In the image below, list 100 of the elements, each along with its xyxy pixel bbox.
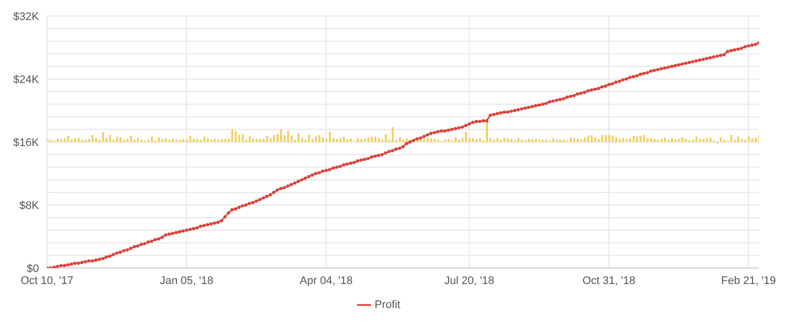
bar	[298, 133, 300, 142]
bar	[74, 138, 76, 142]
bar	[336, 138, 338, 142]
bar	[618, 138, 621, 142]
bar	[109, 134, 112, 142]
bar	[374, 136, 376, 142]
bar	[60, 138, 62, 142]
bar	[356, 138, 359, 142]
bar	[234, 130, 237, 142]
bar	[590, 134, 593, 142]
bar	[434, 138, 436, 142]
bar	[312, 138, 314, 142]
bar	[370, 136, 373, 142]
bar	[262, 138, 265, 142]
bar	[454, 137, 457, 142]
bar	[192, 138, 195, 142]
x-tick-label: Apr 04, '18	[300, 274, 353, 287]
bar	[671, 138, 673, 142]
bar	[126, 138, 129, 142]
bar	[378, 138, 380, 142]
bar	[654, 138, 656, 142]
bar	[664, 137, 666, 142]
y-tick-label: $32K	[13, 10, 40, 23]
bar	[367, 137, 370, 142]
bar	[189, 136, 192, 142]
bar	[720, 137, 722, 142]
bar	[503, 138, 506, 142]
bar	[196, 138, 198, 142]
bar	[448, 138, 450, 142]
bar	[584, 137, 586, 142]
bar	[650, 138, 652, 142]
bar	[318, 134, 320, 142]
bar	[573, 138, 576, 142]
bar	[576, 138, 579, 142]
bar	[709, 137, 712, 142]
bar	[130, 136, 132, 142]
bar	[203, 136, 206, 142]
bar	[640, 136, 642, 142]
bar	[695, 136, 698, 142]
bar	[364, 138, 366, 142]
bar	[150, 136, 153, 142]
y-tick-label: $8K	[19, 200, 40, 212]
bar	[506, 138, 509, 142]
bar	[256, 138, 258, 142]
bar	[681, 137, 684, 142]
x-tick-label: Oct 10, '17	[20, 274, 74, 287]
bar	[643, 134, 646, 142]
bar	[350, 138, 352, 142]
bar	[137, 138, 139, 142]
bar	[604, 134, 607, 142]
bar	[587, 136, 590, 142]
bar	[612, 136, 614, 142]
bar	[426, 138, 429, 142]
bar	[259, 138, 262, 142]
bar	[339, 138, 342, 142]
legend-label: Profit	[374, 298, 400, 311]
bar	[342, 136, 345, 142]
bar	[64, 138, 66, 142]
x-tick-label: Oct 31, '18	[582, 274, 636, 287]
bar	[273, 134, 276, 142]
bar	[465, 132, 468, 142]
bar	[238, 134, 240, 142]
y-tick-label: $24K	[13, 74, 40, 86]
bar	[231, 129, 234, 142]
bar	[737, 136, 740, 142]
bar	[598, 138, 600, 142]
x-tick-label: Jul 20, '18	[444, 274, 494, 287]
bar	[528, 138, 530, 142]
bar	[678, 138, 680, 142]
bar	[214, 138, 216, 142]
bar	[706, 138, 708, 142]
bar	[476, 138, 478, 142]
bar	[172, 138, 174, 142]
bar	[629, 138, 632, 142]
bar	[92, 134, 94, 142]
bar	[308, 134, 310, 142]
bar	[660, 138, 663, 142]
bar	[594, 137, 596, 142]
bar	[751, 138, 754, 142]
bar	[517, 138, 520, 142]
bar	[552, 138, 554, 142]
bar	[242, 134, 244, 142]
bar	[220, 138, 223, 142]
y-tick-label: $0	[26, 262, 39, 275]
bar	[158, 137, 160, 142]
bar	[280, 129, 282, 142]
bar	[88, 138, 90, 142]
bar	[322, 137, 324, 142]
bar	[479, 138, 482, 142]
bar	[740, 138, 743, 142]
bar	[287, 130, 290, 142]
x-tick-label: Feb 21, '19	[721, 274, 776, 287]
bar	[636, 136, 638, 142]
bar	[182, 138, 184, 142]
bar	[266, 136, 268, 142]
bar	[116, 136, 118, 142]
bar	[206, 138, 209, 142]
bar	[615, 137, 618, 142]
bar	[224, 138, 226, 142]
bar	[472, 138, 474, 142]
